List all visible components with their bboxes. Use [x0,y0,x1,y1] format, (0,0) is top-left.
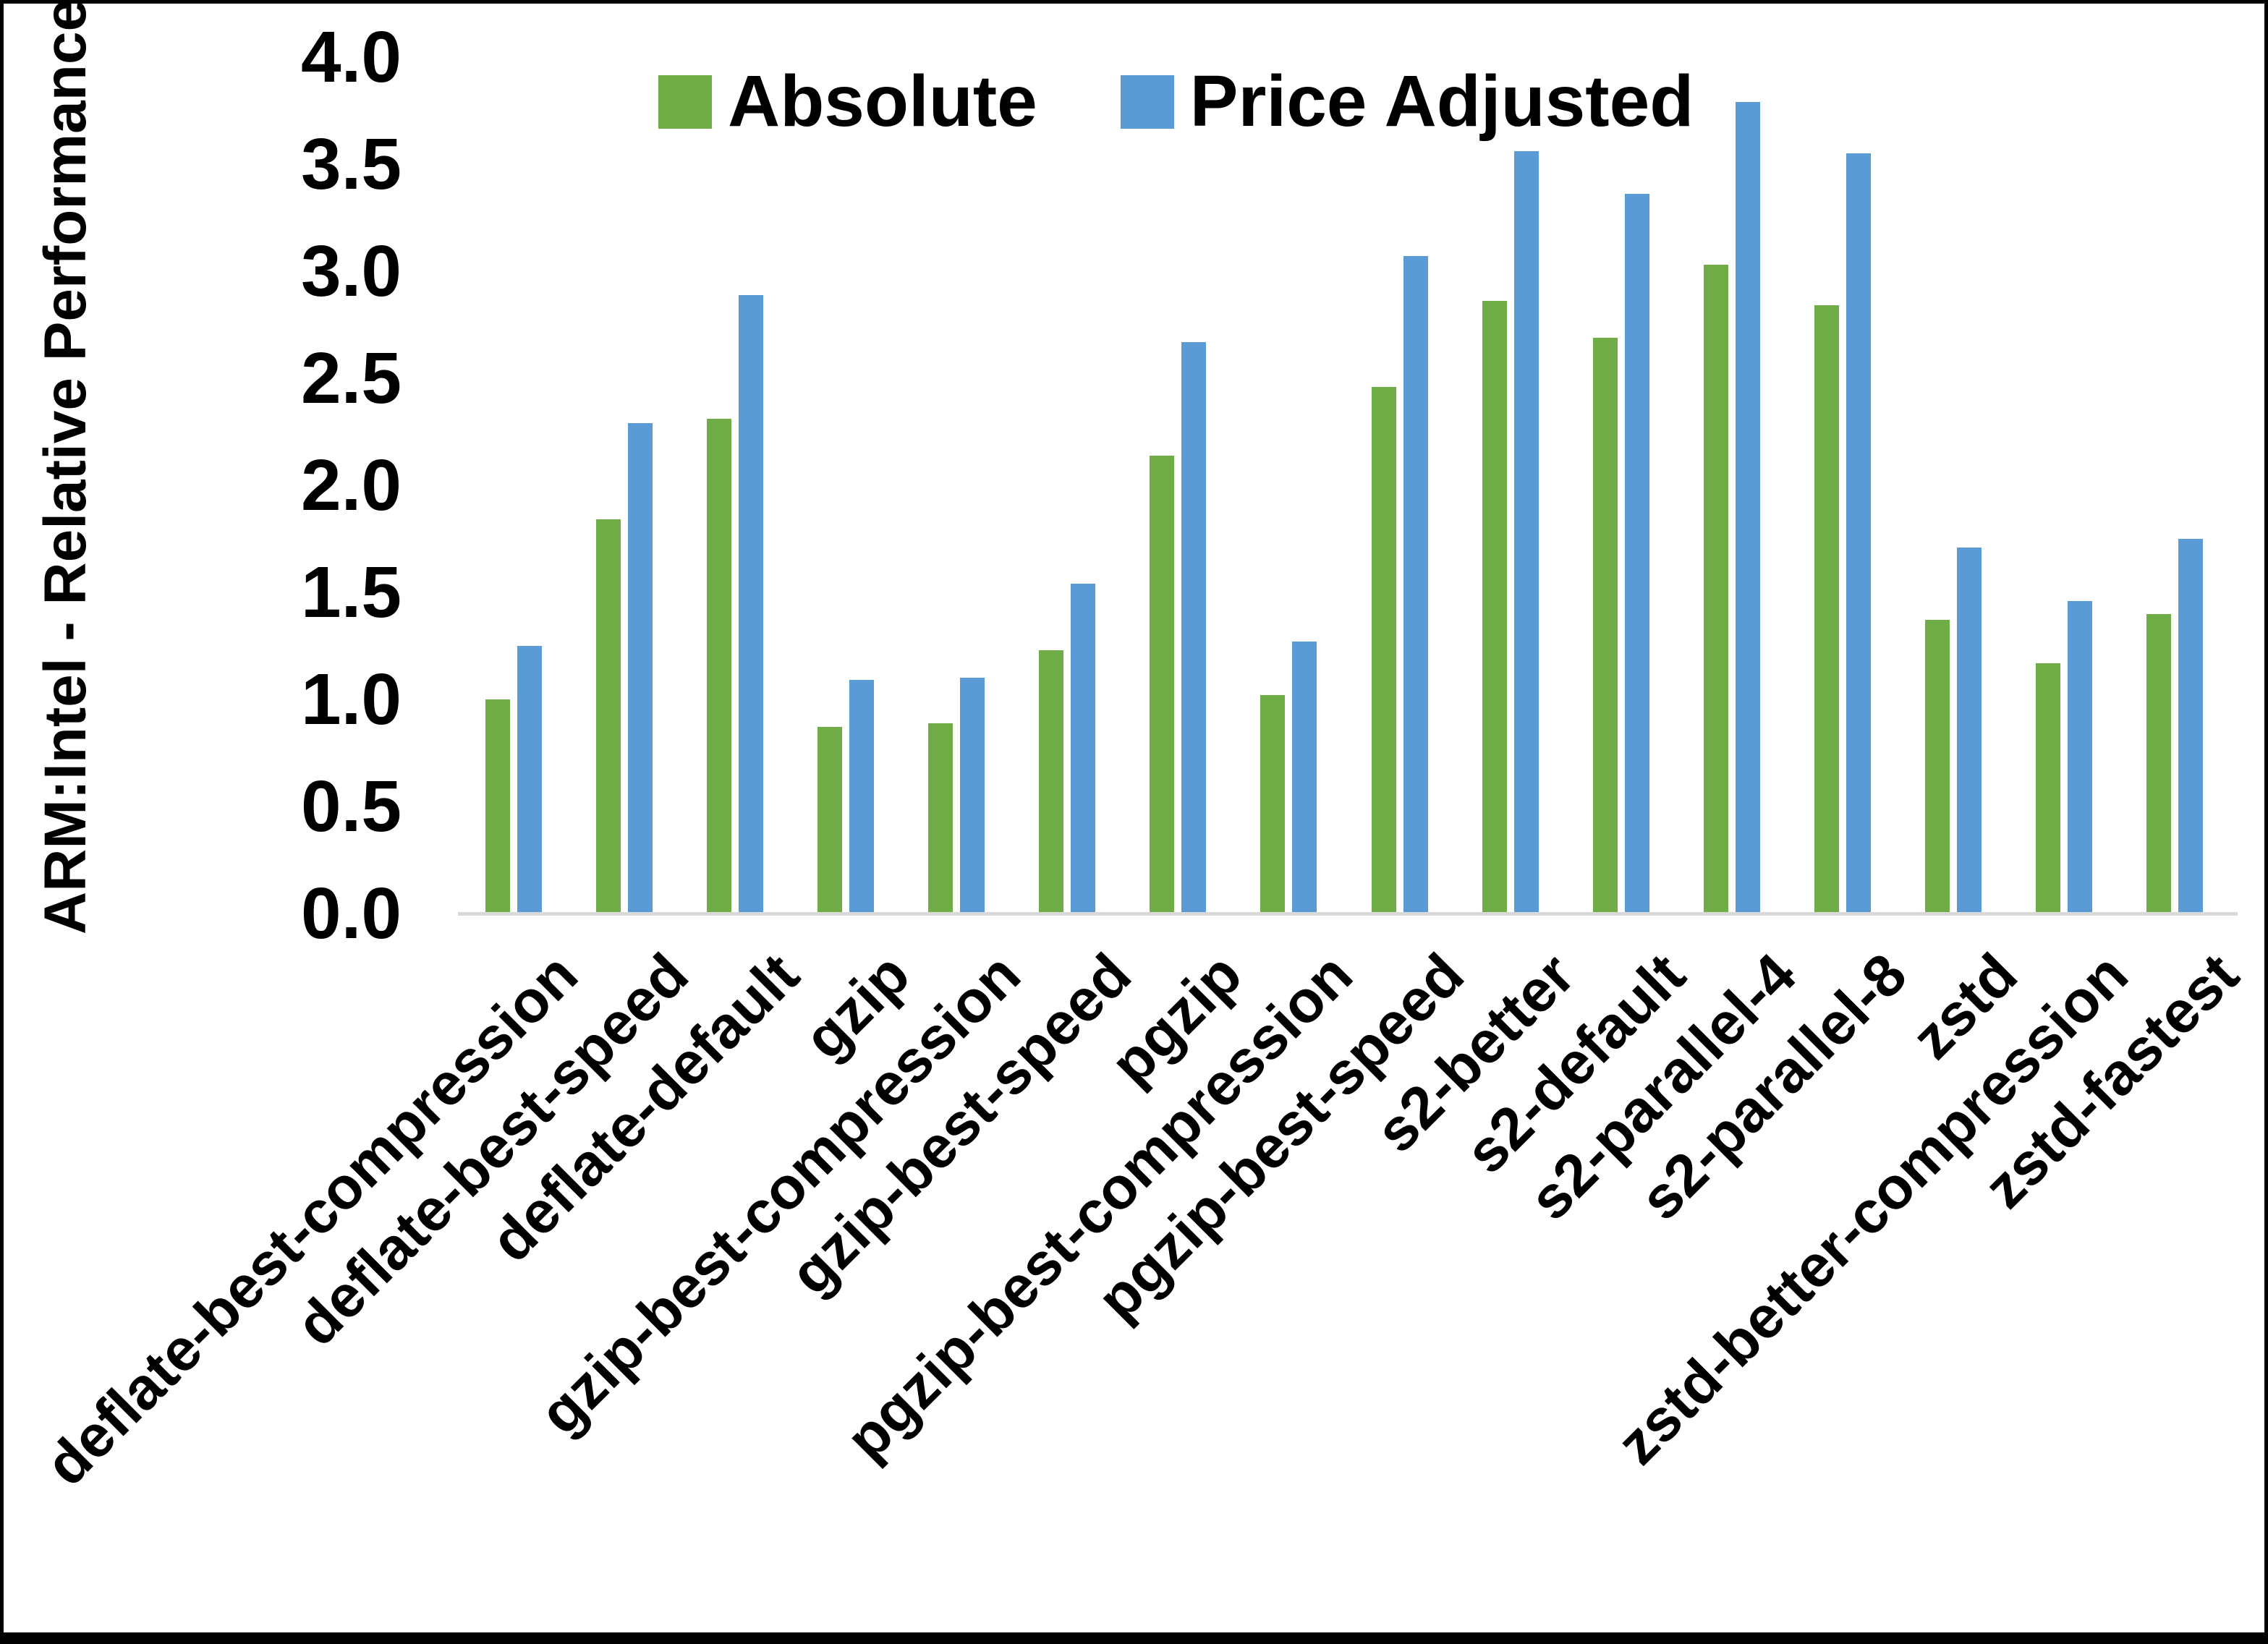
legend-item-price-adjusted: Price Adjusted [1120,60,1694,143]
y-axis-title: ARM:Intel - Relative Performance [33,0,98,935]
bar-absolute-deflate-default [706,419,731,913]
bar-price-adjusted-zstd [1957,548,1982,913]
y-tick-label: 0.0 [300,873,402,954]
y-tick-label: 4.0 [300,17,402,98]
bar-price-adjusted-zstd-fastest [2178,539,2204,913]
y-tick-label: 2.0 [300,445,402,526]
legend-label-absolute: Absolute [728,61,1037,142]
bar-absolute-zstd-better-compression [2036,663,2061,913]
bar-absolute-pgzip-best-compression [1260,695,1286,913]
bar-price-adjusted-gzip [849,680,874,913]
bar-price-adjusted-zstd-better-compression [2068,601,2093,913]
legend: Absolute Price Adjusted [658,60,1694,143]
bar-price-adjusted-s2-better [1513,151,1539,913]
legend-swatch-price-adjusted-icon [1120,74,1174,129]
bar-price-adjusted-pgzip [1181,342,1207,913]
bar-price-adjusted-s2-default [1624,194,1649,913]
bar-absolute-s2-parallel-4 [1703,265,1728,913]
bar-price-adjusted-deflate-default [738,295,763,913]
bar-absolute-s2-default [1592,338,1618,913]
y-tick-label: 1.5 [300,552,402,633]
legend-swatch-absolute-icon [658,74,712,129]
bar-absolute-pgzip-best-speed [1371,387,1396,913]
x-axis-line [458,912,2238,916]
bar-absolute-s2-better [1482,301,1507,913]
bar-price-adjusted-pgzip-best-compression [1292,642,1317,913]
y-tick-label: 3.0 [300,231,402,312]
bar-price-adjusted-s2-parallel-4 [1735,102,1760,913]
bar-price-adjusted-gzip-best-compression [960,678,985,913]
bar-absolute-pgzip [1150,456,1175,913]
bar-absolute-zstd [1925,620,1950,913]
bar-absolute-gzip [817,727,842,913]
bar-price-adjusted-pgzip-best-speed [1403,256,1428,913]
y-tick-label: 3.5 [300,124,402,205]
bar-price-adjusted-s2-parallel-8 [1846,153,1872,913]
bar-price-adjusted-gzip-best-speed [1071,584,1096,913]
bar-absolute-zstd-fastest [2146,614,2172,913]
legend-label-price-adjusted: Price Adjusted [1189,61,1694,142]
bar-absolute-gzip-best-speed [1039,650,1064,913]
y-tick-label: 2.5 [300,338,402,419]
bar-absolute-deflate-best-speed [595,519,621,913]
bar-price-adjusted-deflate-best-speed [627,423,653,913]
bar-absolute-gzip-best-compression [928,723,954,913]
bar-absolute-s2-parallel-8 [1814,305,1840,913]
bar-absolute-deflate-best-compression [485,699,510,913]
legend-item-absolute: Absolute [658,60,1037,143]
y-tick-label: 0.5 [300,766,402,847]
bar-price-adjusted-deflate-best-compression [517,646,542,913]
y-tick-label: 1.0 [300,659,402,740]
